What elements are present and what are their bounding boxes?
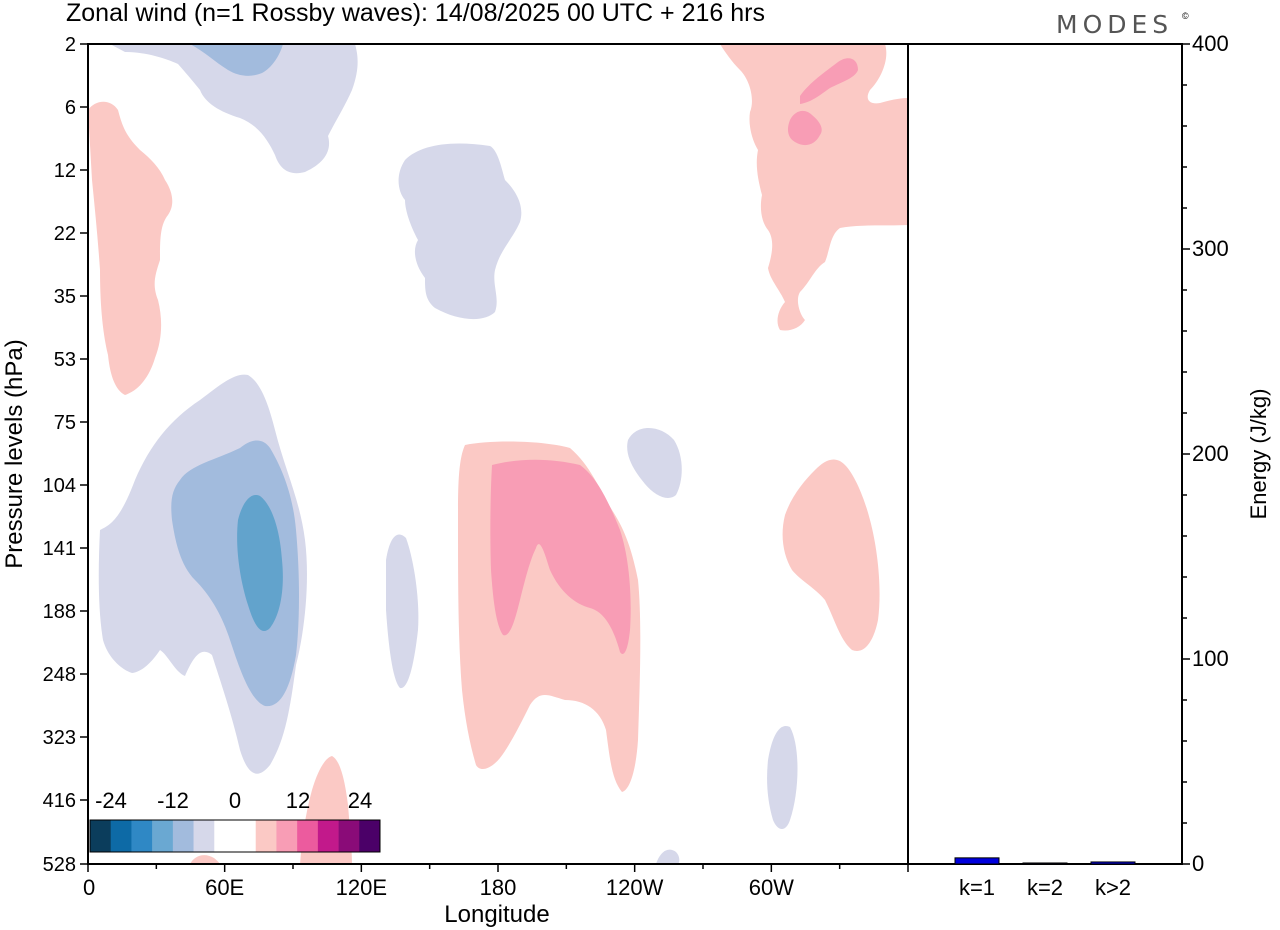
energy-category-label: k>2 bbox=[1095, 875, 1131, 900]
colorbar-swatch bbox=[276, 820, 298, 852]
contour-pos-4-left bbox=[88, 101, 173, 395]
energy-tick-label: 100 bbox=[1192, 646, 1229, 671]
contour-neg-4-center bbox=[398, 143, 522, 320]
energy-tick-label: 0 bbox=[1192, 851, 1204, 876]
contour-neg-4-bottom bbox=[656, 849, 680, 864]
contour-pos-4-top-right bbox=[720, 44, 908, 331]
y-axis-title: Pressure levels (hPa) bbox=[1, 339, 28, 568]
contour-pos-8-top-right-b bbox=[787, 110, 822, 146]
colorbar-swatch bbox=[110, 820, 132, 852]
y-tick-label: 22 bbox=[54, 223, 76, 245]
contour-neg-12-core bbox=[237, 495, 283, 632]
colorbar-label: -24 bbox=[95, 788, 127, 813]
contour-pos-8-top-right-a bbox=[800, 58, 858, 104]
main-y-tick-labels: 2 6 12 22 35 53 75 104 141 188 248 323 4… bbox=[43, 34, 76, 876]
x-tick-label: 60W bbox=[749, 875, 794, 900]
colorbar-label: 12 bbox=[286, 788, 310, 813]
y-tick-label: 528 bbox=[43, 854, 76, 876]
y-tick-label: 75 bbox=[54, 412, 76, 434]
modes-logo: MODES © bbox=[1056, 10, 1189, 39]
y-tick-label: 416 bbox=[43, 790, 76, 812]
x-tick-label: 120W bbox=[606, 875, 664, 900]
energy-tick-label: 200 bbox=[1192, 441, 1229, 466]
colorbar-swatch bbox=[359, 820, 381, 852]
energy-bar-1 bbox=[954, 857, 1000, 865]
x-tick-label: 0 bbox=[83, 875, 95, 900]
energy-category-label: k=1 bbox=[959, 875, 995, 900]
contour-field bbox=[88, 44, 908, 864]
y-tick-label: 53 bbox=[54, 349, 76, 371]
colorbar-swatch bbox=[255, 820, 277, 852]
colorbar-swatch bbox=[317, 820, 339, 852]
colorbar-swatch bbox=[152, 820, 174, 852]
energy-category-labels: k=1 k=2 k>2 bbox=[959, 875, 1131, 900]
energy-category-label: k=2 bbox=[1027, 875, 1063, 900]
colorbar bbox=[89, 819, 381, 853]
x-tick-label: 60E bbox=[205, 875, 244, 900]
y-tick-label: 104 bbox=[43, 475, 76, 497]
colorbar-swatch bbox=[193, 820, 215, 852]
y-tick-label: 2 bbox=[65, 34, 76, 56]
energy-tick-label: 400 bbox=[1192, 31, 1229, 56]
energy-bar-3 bbox=[1090, 861, 1136, 865]
chart-title: Zonal wind (n=1 Rossby waves): 14/08/202… bbox=[66, 0, 765, 27]
contour-pos-4-right bbox=[782, 459, 880, 651]
y-tick-label: 323 bbox=[43, 727, 76, 749]
colorbar-label: 24 bbox=[348, 788, 372, 813]
contour-neg-8-top bbox=[190, 44, 283, 76]
energy-bar-2 bbox=[1022, 862, 1068, 865]
colorbar-swatch bbox=[90, 820, 112, 852]
y-tick-label: 141 bbox=[43, 538, 76, 560]
colorbar-label: -12 bbox=[157, 788, 189, 813]
colorbar-labels: -24 -12 0 12 24 bbox=[95, 788, 372, 813]
energy-y-tick-labels: 0 100 200 300 400 bbox=[1192, 31, 1229, 876]
colorbar-swatch bbox=[235, 820, 257, 852]
energy-y-ticks bbox=[1182, 43, 1190, 865]
contour-pos-4-bottom-left bbox=[190, 855, 220, 864]
x-axis-title: Longitude bbox=[444, 901, 549, 928]
modes-logo-text: MODES bbox=[1056, 10, 1173, 39]
colorbar-label: 0 bbox=[229, 788, 241, 813]
y-tick-label: 35 bbox=[54, 286, 76, 308]
energy-tick-label: 300 bbox=[1192, 236, 1229, 261]
main-y-ticks bbox=[80, 43, 88, 865]
colorbar-swatch bbox=[297, 820, 319, 852]
energy-plot-frame bbox=[907, 43, 1183, 865]
contour-pos-8-center bbox=[490, 459, 631, 654]
colorbar-swatch bbox=[131, 820, 153, 852]
contour-neg-4-small-300 bbox=[767, 725, 798, 829]
contour-neg-4-blob-230 bbox=[627, 428, 682, 498]
main-x-ticks bbox=[87, 864, 909, 872]
contour-neg-4-thin-150 bbox=[386, 534, 419, 689]
colorbar-swatch bbox=[338, 820, 360, 852]
y-tick-label: 6 bbox=[65, 97, 76, 119]
y-tick-label: 188 bbox=[43, 601, 76, 623]
colorbar-swatch bbox=[214, 820, 236, 852]
colorbar-frame bbox=[89, 819, 381, 853]
contour-neg-4-top-left bbox=[110, 44, 358, 174]
y-tick-label: 12 bbox=[54, 160, 76, 182]
main-x-tick-labels: 0 60E 120E 180 120W 60W bbox=[83, 875, 794, 900]
x-tick-label: 180 bbox=[480, 875, 517, 900]
energy-axis-title: Energy (J/kg) bbox=[1246, 389, 1271, 520]
y-tick-label: 248 bbox=[43, 664, 76, 686]
x-tick-label: 120E bbox=[336, 875, 387, 900]
modes-logo-mark: © bbox=[1182, 11, 1189, 21]
energy-bars bbox=[954, 857, 1136, 865]
colorbar-swatch bbox=[172, 820, 194, 852]
